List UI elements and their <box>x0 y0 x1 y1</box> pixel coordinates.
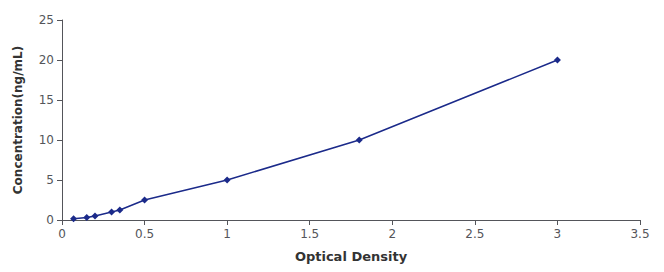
svg-text:1.5: 1.5 <box>300 227 319 241</box>
svg-text:25: 25 <box>39 13 54 27</box>
svg-text:Optical Density: Optical Density <box>295 249 408 264</box>
svg-text:2.5: 2.5 <box>465 227 484 241</box>
svg-text:0.5: 0.5 <box>135 227 154 241</box>
svg-text:10: 10 <box>39 133 54 147</box>
svg-text:3.5: 3.5 <box>630 227 649 241</box>
svg-text:Concentration(ng/mL): Concentration(ng/mL) <box>11 46 25 194</box>
svg-text:2: 2 <box>388 227 396 241</box>
svg-text:0: 0 <box>58 227 66 241</box>
svg-text:5: 5 <box>46 173 54 187</box>
svg-text:15: 15 <box>39 93 54 107</box>
svg-text:0: 0 <box>46 213 54 227</box>
svg-text:3: 3 <box>554 227 562 241</box>
svg-text:20: 20 <box>39 53 54 67</box>
svg-text:1: 1 <box>223 227 231 241</box>
